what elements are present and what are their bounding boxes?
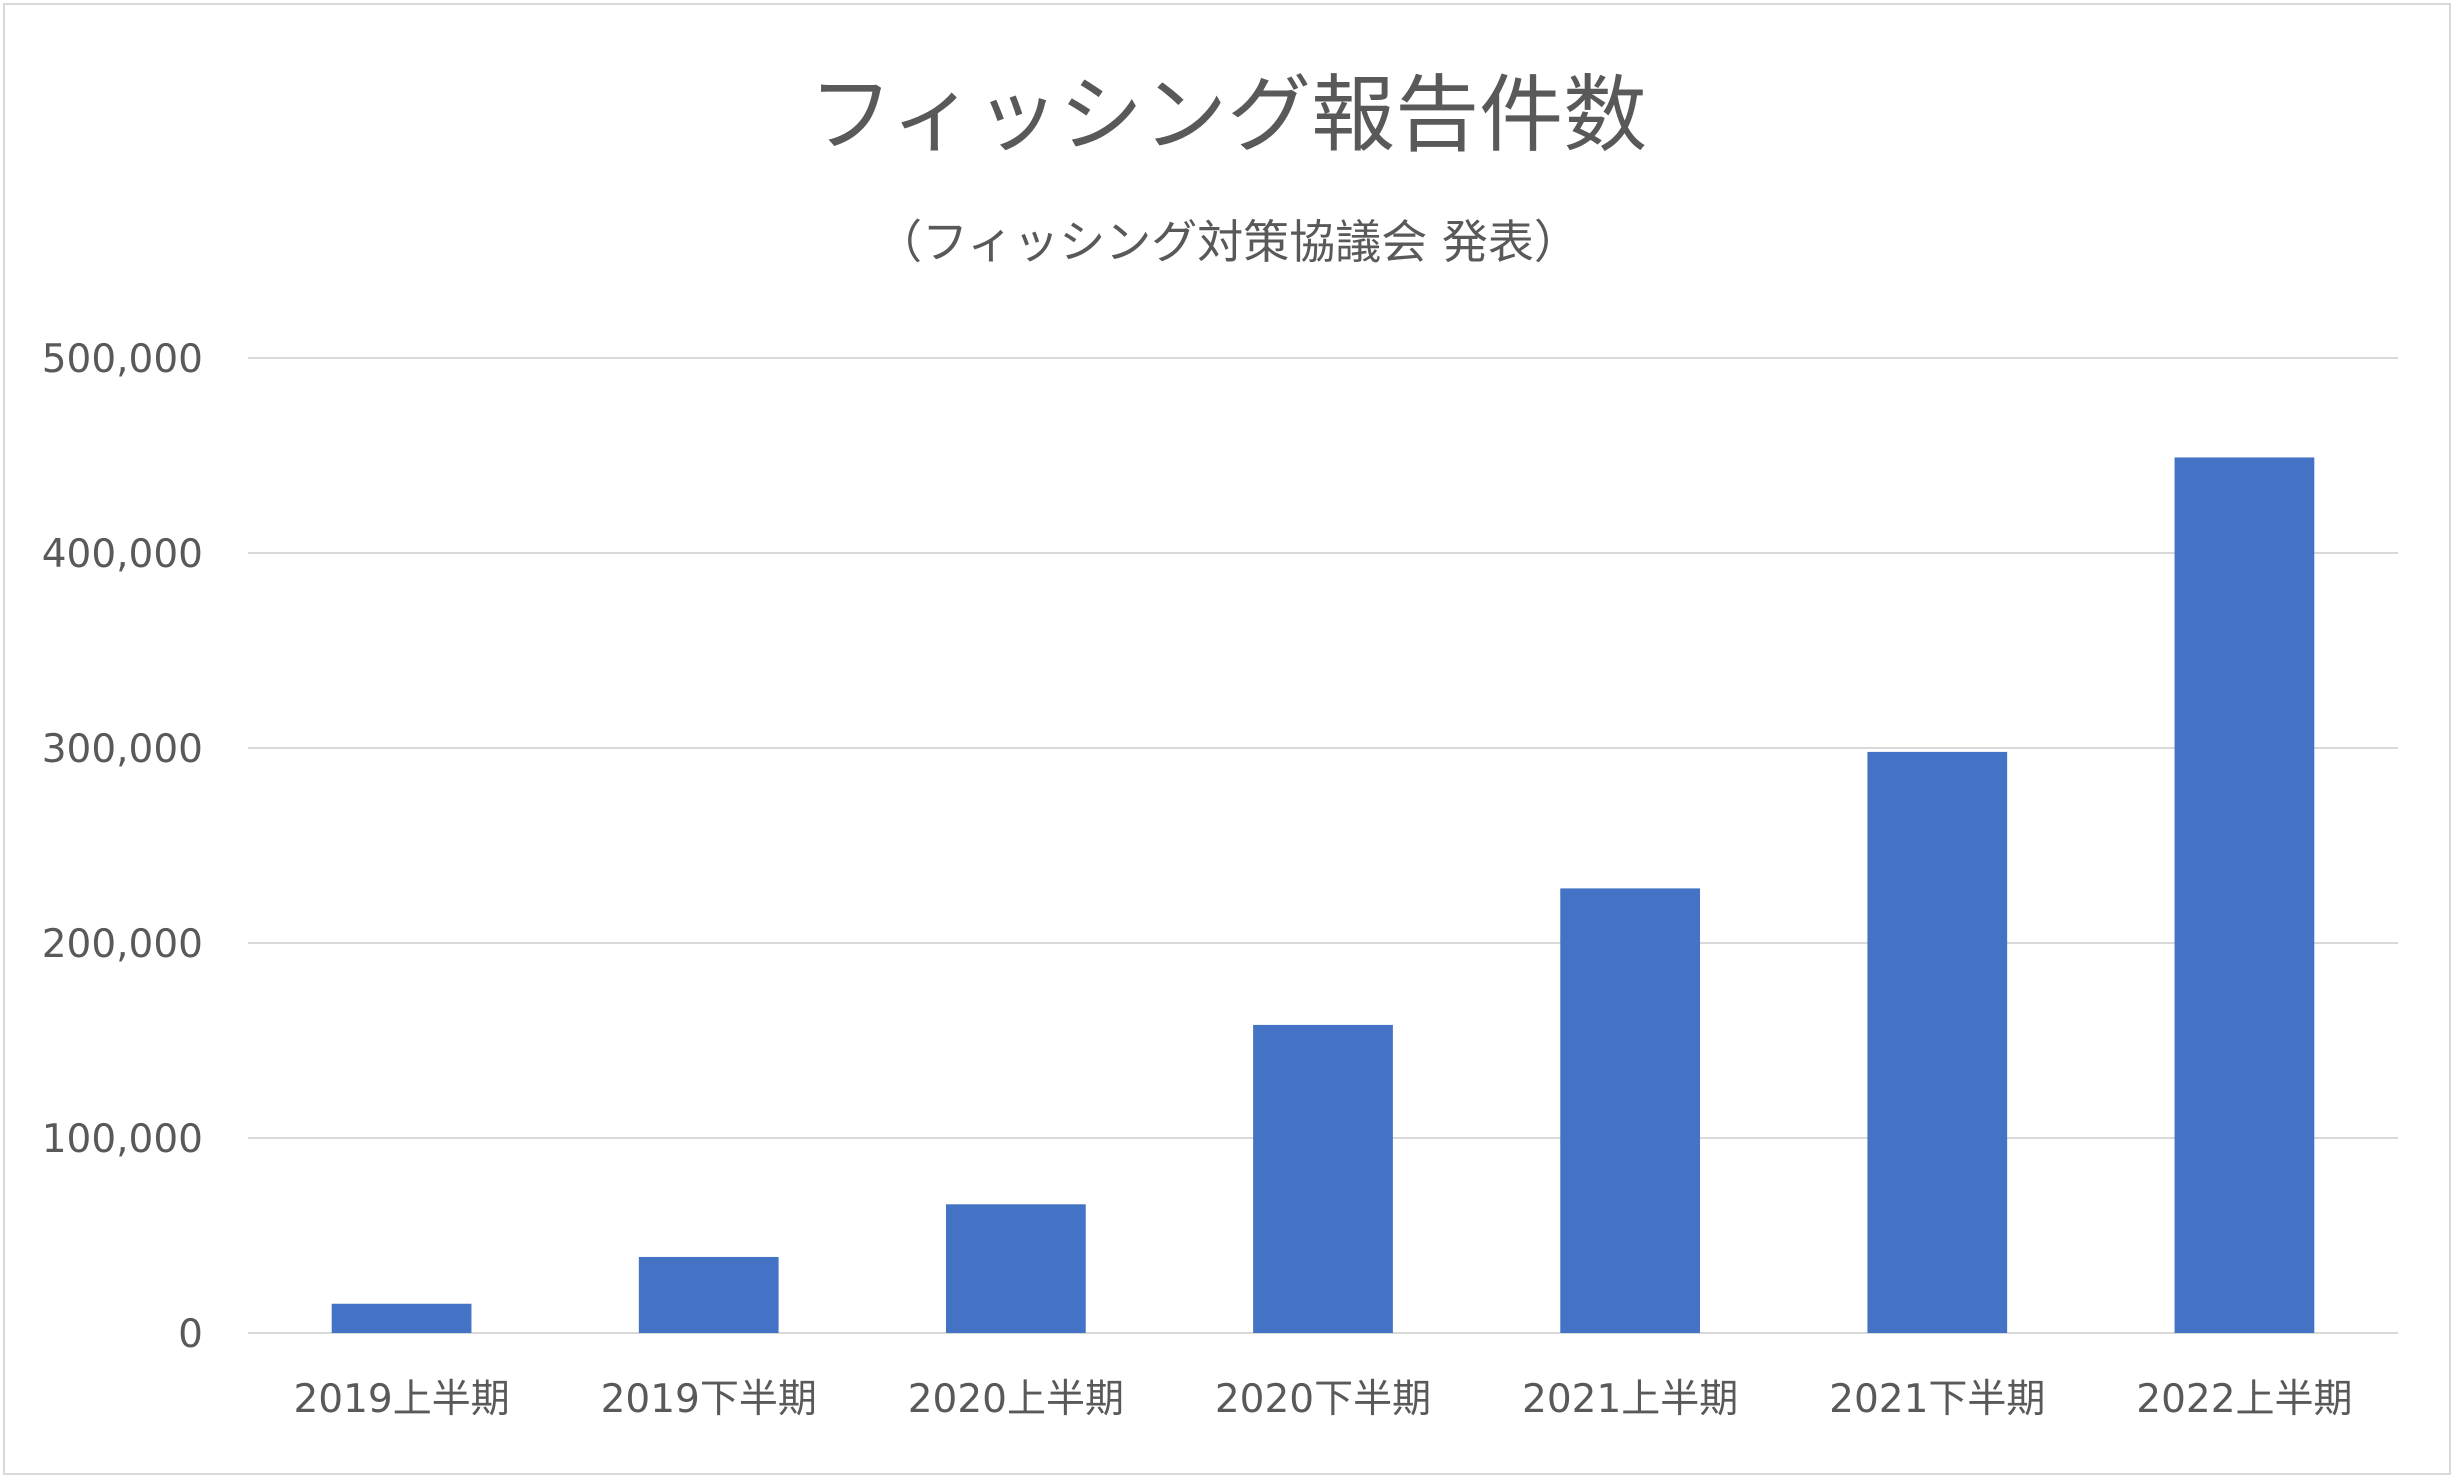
x-category-label: 2020下半期 bbox=[1215, 1377, 1431, 1422]
bar bbox=[331, 1303, 472, 1333]
chart-frame bbox=[3, 3, 2451, 1475]
x-category-label: 2022上半期 bbox=[2136, 1377, 2352, 1422]
y-tick-label: 300,000 bbox=[42, 727, 203, 772]
x-category-label: 2020上半期 bbox=[908, 1377, 1124, 1422]
chart-subtitle: （フィッシング対策協議会 発表） bbox=[876, 215, 1580, 269]
x-category-label: 2021上半期 bbox=[1522, 1377, 1738, 1422]
bar bbox=[638, 1256, 779, 1333]
bar bbox=[1560, 888, 1701, 1333]
y-tick-label: 100,000 bbox=[42, 1117, 203, 1162]
x-category-label: 2021下半期 bbox=[1829, 1377, 2045, 1422]
x-axis-labels: 2019上半期 2019下半期 2020上半期 2020下半期 2021上半期 2021下… bbox=[293, 1377, 2352, 1422]
chart-title: フィッシング報告件数 bbox=[808, 66, 1648, 164]
bar bbox=[1253, 1024, 1393, 1333]
y-tick-label: 500,000 bbox=[42, 337, 203, 382]
bar bbox=[1867, 751, 2008, 1333]
bar bbox=[945, 1204, 1086, 1333]
bars bbox=[331, 457, 2315, 1333]
y-tick-label: 200,000 bbox=[42, 922, 203, 967]
y-tick-label: 400,000 bbox=[42, 532, 203, 577]
y-tick-label: 0 bbox=[178, 1312, 203, 1357]
x-category-label: 2019下半期 bbox=[601, 1377, 817, 1422]
bar bbox=[2174, 457, 2315, 1333]
y-axis-ticks: 0 100,000 200,000 300,000 400,000 500,000 bbox=[42, 337, 203, 1357]
x-category-label: 2019上半期 bbox=[293, 1377, 509, 1422]
